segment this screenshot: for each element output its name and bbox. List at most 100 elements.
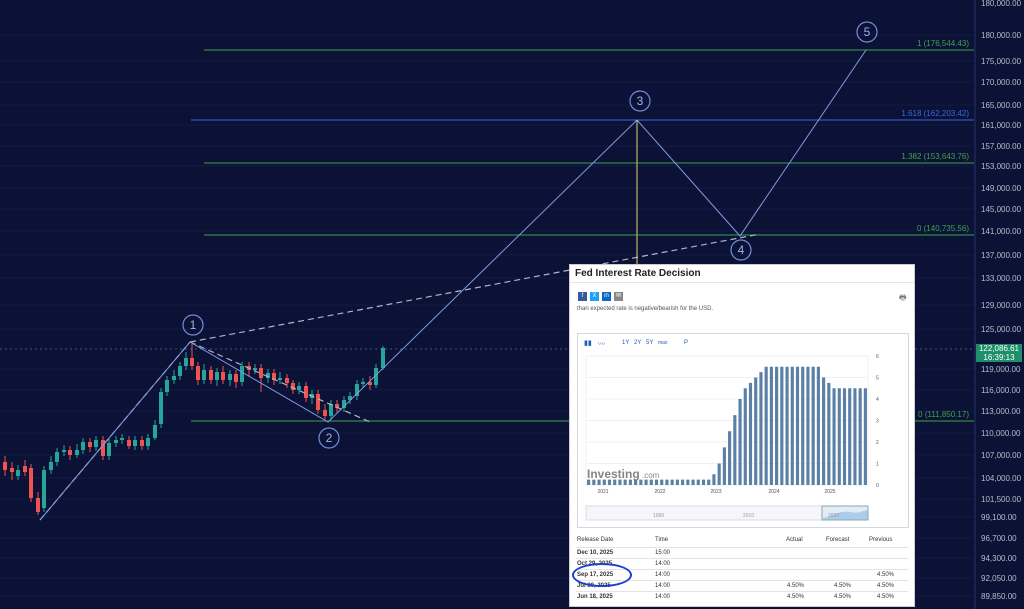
price-tick-label: 113,000.00 bbox=[981, 407, 1021, 416]
linkedin-share-icon[interactable]: in bbox=[602, 292, 611, 301]
rate-bar bbox=[827, 382, 831, 485]
header-forecast: Forecast bbox=[826, 537, 850, 543]
rate-bar bbox=[607, 479, 612, 485]
svg-text:5: 5 bbox=[864, 25, 871, 39]
candle bbox=[127, 436, 131, 449]
rate-history-chart: ▮▮ 〰 1Y 2Y 5Y max P 0 1 2 3 4 5 6 2021 2022 2023 2… bbox=[577, 333, 909, 528]
rate-bar bbox=[801, 366, 805, 485]
range-max-button[interactable]: max bbox=[658, 340, 668, 346]
range-5y-button[interactable]: 5Y bbox=[646, 340, 654, 346]
price-tick-label: 125,000.00 bbox=[981, 325, 1022, 334]
cell-time: 14:00 bbox=[655, 583, 671, 589]
svg-text:2: 2 bbox=[326, 431, 333, 445]
rate-bar bbox=[717, 463, 721, 485]
candle bbox=[253, 364, 257, 374]
rate-bar bbox=[743, 388, 747, 485]
rate-bar bbox=[696, 479, 700, 485]
x-share-icon[interactable]: X bbox=[590, 292, 599, 301]
candle bbox=[146, 434, 150, 450]
price-tick-label: 161,000.00 bbox=[981, 121, 1022, 130]
candle bbox=[140, 436, 144, 450]
candle bbox=[278, 372, 282, 384]
candle-countdown: 16:39:13 bbox=[983, 353, 1015, 362]
price-tick-label: 92,050.00 bbox=[981, 574, 1017, 583]
candle bbox=[88, 438, 92, 452]
range-1y-button[interactable]: 1Y bbox=[622, 340, 630, 346]
facebook-share-icon[interactable]: f bbox=[578, 292, 587, 301]
candle bbox=[36, 492, 40, 515]
fib-level-label: 1 (176,544.43) bbox=[917, 39, 969, 48]
rate-bar bbox=[806, 366, 810, 485]
fib-level-label: 1.618 (162,203.42) bbox=[901, 109, 969, 118]
price-tick-label: 94,300.00 bbox=[981, 554, 1017, 563]
price-tick-label: 104,000.00 bbox=[981, 474, 1022, 483]
rate-bar bbox=[837, 388, 841, 485]
cell-previous: 4.50% bbox=[876, 594, 894, 600]
rate-bar bbox=[738, 399, 742, 485]
rate-bar bbox=[748, 382, 753, 485]
candle bbox=[297, 382, 301, 394]
price-tick-label: 153,000.00 bbox=[981, 162, 1022, 171]
price-tick-label: 180,000.00 bbox=[981, 31, 1022, 40]
rate-bar bbox=[634, 479, 638, 485]
mini-x-tick: 2021 bbox=[597, 489, 608, 495]
cell-time: 14:00 bbox=[655, 561, 671, 567]
rate-bar bbox=[795, 366, 800, 485]
rate-bar bbox=[649, 479, 653, 485]
candle bbox=[49, 456, 53, 474]
cell-forecast: 4.50% bbox=[833, 594, 851, 600]
cell-time: 15:00 bbox=[655, 550, 671, 556]
candle bbox=[153, 420, 157, 440]
candle bbox=[178, 362, 182, 380]
cell-previous: 4.50% bbox=[876, 583, 894, 589]
current-price-value: 122,086.61 bbox=[978, 344, 1020, 353]
wave-label-2: 2 bbox=[318, 427, 340, 449]
rate-bar bbox=[754, 377, 758, 485]
candle bbox=[304, 382, 308, 402]
candle bbox=[342, 396, 346, 412]
email-share-icon[interactable]: ✉ bbox=[614, 292, 623, 301]
wave-path bbox=[39, 49, 867, 521]
rate-bar bbox=[675, 479, 679, 485]
rate-bar bbox=[644, 479, 648, 485]
navigator-window[interactable] bbox=[821, 505, 869, 521]
rate-bars-svg: 0 1 2 3 4 5 6 2021 2022 2023 2024 2025 Investing .com… bbox=[585, 354, 879, 521]
rate-bar bbox=[686, 479, 690, 485]
price-tick-label-partial: 180,000.00 bbox=[981, 0, 1022, 8]
candle bbox=[291, 380, 295, 394]
event-description: than expected rate is negative/bearish f… bbox=[577, 306, 714, 312]
rate-bar bbox=[811, 366, 815, 485]
price-tick-label: 101,500.00 bbox=[981, 495, 1022, 504]
price-tick-label: 170,000.00 bbox=[981, 78, 1022, 87]
range-2y-button[interactable]: 2Y bbox=[634, 340, 642, 346]
candle bbox=[348, 392, 352, 404]
wave-label-4: 4 bbox=[730, 239, 752, 261]
pan-button[interactable]: P bbox=[684, 340, 689, 346]
price-tick-label: 116,000.00 bbox=[981, 386, 1021, 395]
svg-text:1: 1 bbox=[190, 318, 197, 332]
rate-bar bbox=[780, 366, 784, 485]
price-tick-label: 137,000.00 bbox=[981, 251, 1022, 260]
rate-bar bbox=[628, 479, 632, 485]
candle bbox=[209, 366, 213, 384]
rate-bar bbox=[639, 479, 643, 485]
elliott-wave-projection: 1 2 3 4 5 bbox=[39, 21, 878, 521]
print-icon[interactable]: 🖶 bbox=[899, 293, 907, 302]
rate-bar bbox=[842, 388, 847, 485]
candle bbox=[62, 445, 66, 456]
rate-bar bbox=[816, 366, 820, 485]
bar-chart-icon[interactable]: ▮▮ bbox=[584, 340, 592, 347]
price-tick-label: 96,700.00 bbox=[981, 534, 1017, 543]
cell-actual: 4.50% bbox=[786, 594, 804, 600]
price-tick-label: 129,000.00 bbox=[981, 301, 1022, 310]
mini-x-tick: 2022 bbox=[654, 489, 665, 495]
line-chart-icon[interactable]: 〰 bbox=[598, 341, 605, 348]
rate-bar bbox=[587, 479, 591, 485]
mini-y-tick: 5 bbox=[876, 376, 879, 382]
rate-bar bbox=[681, 479, 685, 485]
investing-watermark: Investing bbox=[587, 467, 640, 481]
rate-bar bbox=[848, 388, 852, 485]
navigator-tick: 1990 bbox=[653, 513, 664, 519]
rate-bar bbox=[832, 388, 836, 485]
candle bbox=[221, 366, 225, 384]
